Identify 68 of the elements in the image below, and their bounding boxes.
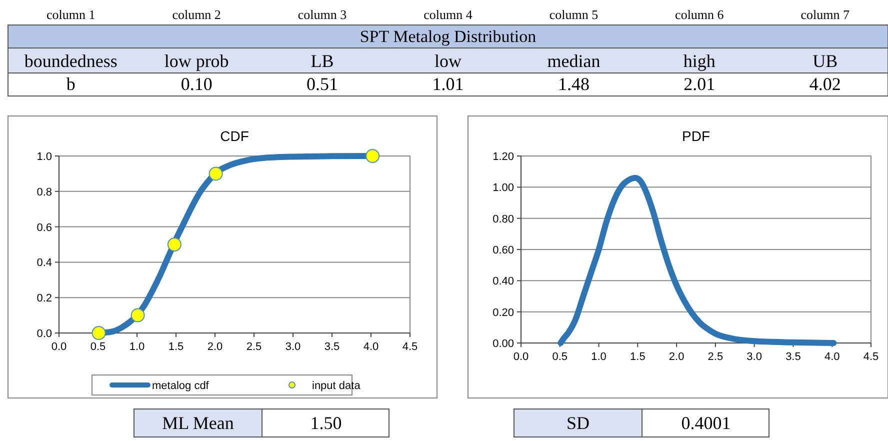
text: low prob bbox=[164, 51, 229, 71]
x-tick-label: 1.5 bbox=[168, 341, 184, 353]
y-tick-label: 0.40 bbox=[492, 276, 514, 288]
text: column 6 bbox=[675, 7, 724, 22]
x-tick-label: 2.0 bbox=[207, 341, 223, 353]
text: column 4 bbox=[424, 7, 473, 22]
x-tick-label: 1.5 bbox=[630, 351, 646, 363]
text: 0.4001 bbox=[681, 413, 731, 433]
text: 1.01 bbox=[432, 74, 464, 94]
text: 0.51 bbox=[306, 74, 338, 94]
text: 2.01 bbox=[684, 74, 716, 94]
x-tick-label: 2.5 bbox=[246, 341, 262, 353]
text: boundedness bbox=[24, 51, 118, 71]
x-tick-label: 3.0 bbox=[285, 341, 301, 353]
x-tick-label: 0.0 bbox=[51, 341, 67, 353]
point bbox=[92, 326, 106, 340]
x-tick-label: 2.5 bbox=[708, 351, 724, 363]
y-tick-label: 0.0 bbox=[36, 328, 52, 340]
text: column 3 bbox=[298, 7, 347, 22]
x-tick-label: 4.0 bbox=[824, 351, 840, 363]
y-tick-label: 0.60 bbox=[492, 244, 514, 256]
text: ML Mean bbox=[162, 413, 234, 433]
text: b bbox=[66, 74, 76, 94]
y-tick-label: 0.4 bbox=[36, 257, 52, 270]
text: high bbox=[683, 51, 716, 71]
point bbox=[167, 238, 182, 252]
text: 4.02 bbox=[809, 74, 841, 94]
y-tick-label: 0.00 bbox=[492, 338, 514, 350]
x-tick-label: 3.5 bbox=[786, 351, 801, 363]
x-tick-label: 4.0 bbox=[363, 341, 379, 353]
text: 0.10 bbox=[180, 74, 212, 94]
chart-title: PDF bbox=[682, 128, 710, 144]
x-tick-label: 1.0 bbox=[591, 351, 606, 363]
y-tick-label: 1.00 bbox=[492, 182, 514, 194]
y-tick-label: 0.80 bbox=[492, 213, 514, 226]
y-tick-label: 1.0 bbox=[36, 151, 52, 163]
y-tick-label: 0.6 bbox=[36, 222, 52, 234]
text: 1.48 bbox=[558, 74, 590, 94]
x-tick-label: 0.0 bbox=[513, 351, 529, 363]
x-tick-label: 0.5 bbox=[90, 341, 106, 353]
text: LB bbox=[310, 51, 334, 71]
point bbox=[366, 149, 380, 163]
text: column 2 bbox=[172, 7, 221, 22]
y-tick-label: 0.20 bbox=[492, 306, 514, 319]
legend-label: input data bbox=[312, 380, 362, 392]
y-tick-label: 0.2 bbox=[36, 292, 52, 305]
text: median bbox=[547, 51, 600, 71]
text: column 7 bbox=[800, 7, 850, 22]
chart-title: CDF bbox=[220, 128, 249, 144]
text: column 5 bbox=[549, 7, 598, 22]
x-tick-label: 4.5 bbox=[402, 341, 418, 353]
x-tick-label: 3.5 bbox=[324, 341, 340, 353]
text: low bbox=[434, 51, 462, 71]
x-tick-label: 3.0 bbox=[746, 351, 762, 363]
x-tick-label: 2.0 bbox=[668, 351, 684, 363]
text: column 1 bbox=[46, 7, 96, 22]
y-tick-label: 1.20 bbox=[492, 151, 514, 163]
x-tick-label: 1.0 bbox=[129, 341, 145, 353]
point bbox=[208, 166, 223, 181]
legend-label: metalog cdf bbox=[152, 380, 210, 392]
x-tick-label: 4.5 bbox=[863, 351, 879, 363]
text: 1.50 bbox=[310, 413, 342, 433]
text: SD bbox=[566, 413, 590, 433]
x-tick-label: 0.5 bbox=[552, 351, 568, 363]
text: SPT Metalog Distribution bbox=[360, 27, 537, 46]
text: UB bbox=[812, 51, 838, 71]
point bbox=[130, 308, 145, 322]
y-tick-label: 0.8 bbox=[36, 186, 52, 198]
